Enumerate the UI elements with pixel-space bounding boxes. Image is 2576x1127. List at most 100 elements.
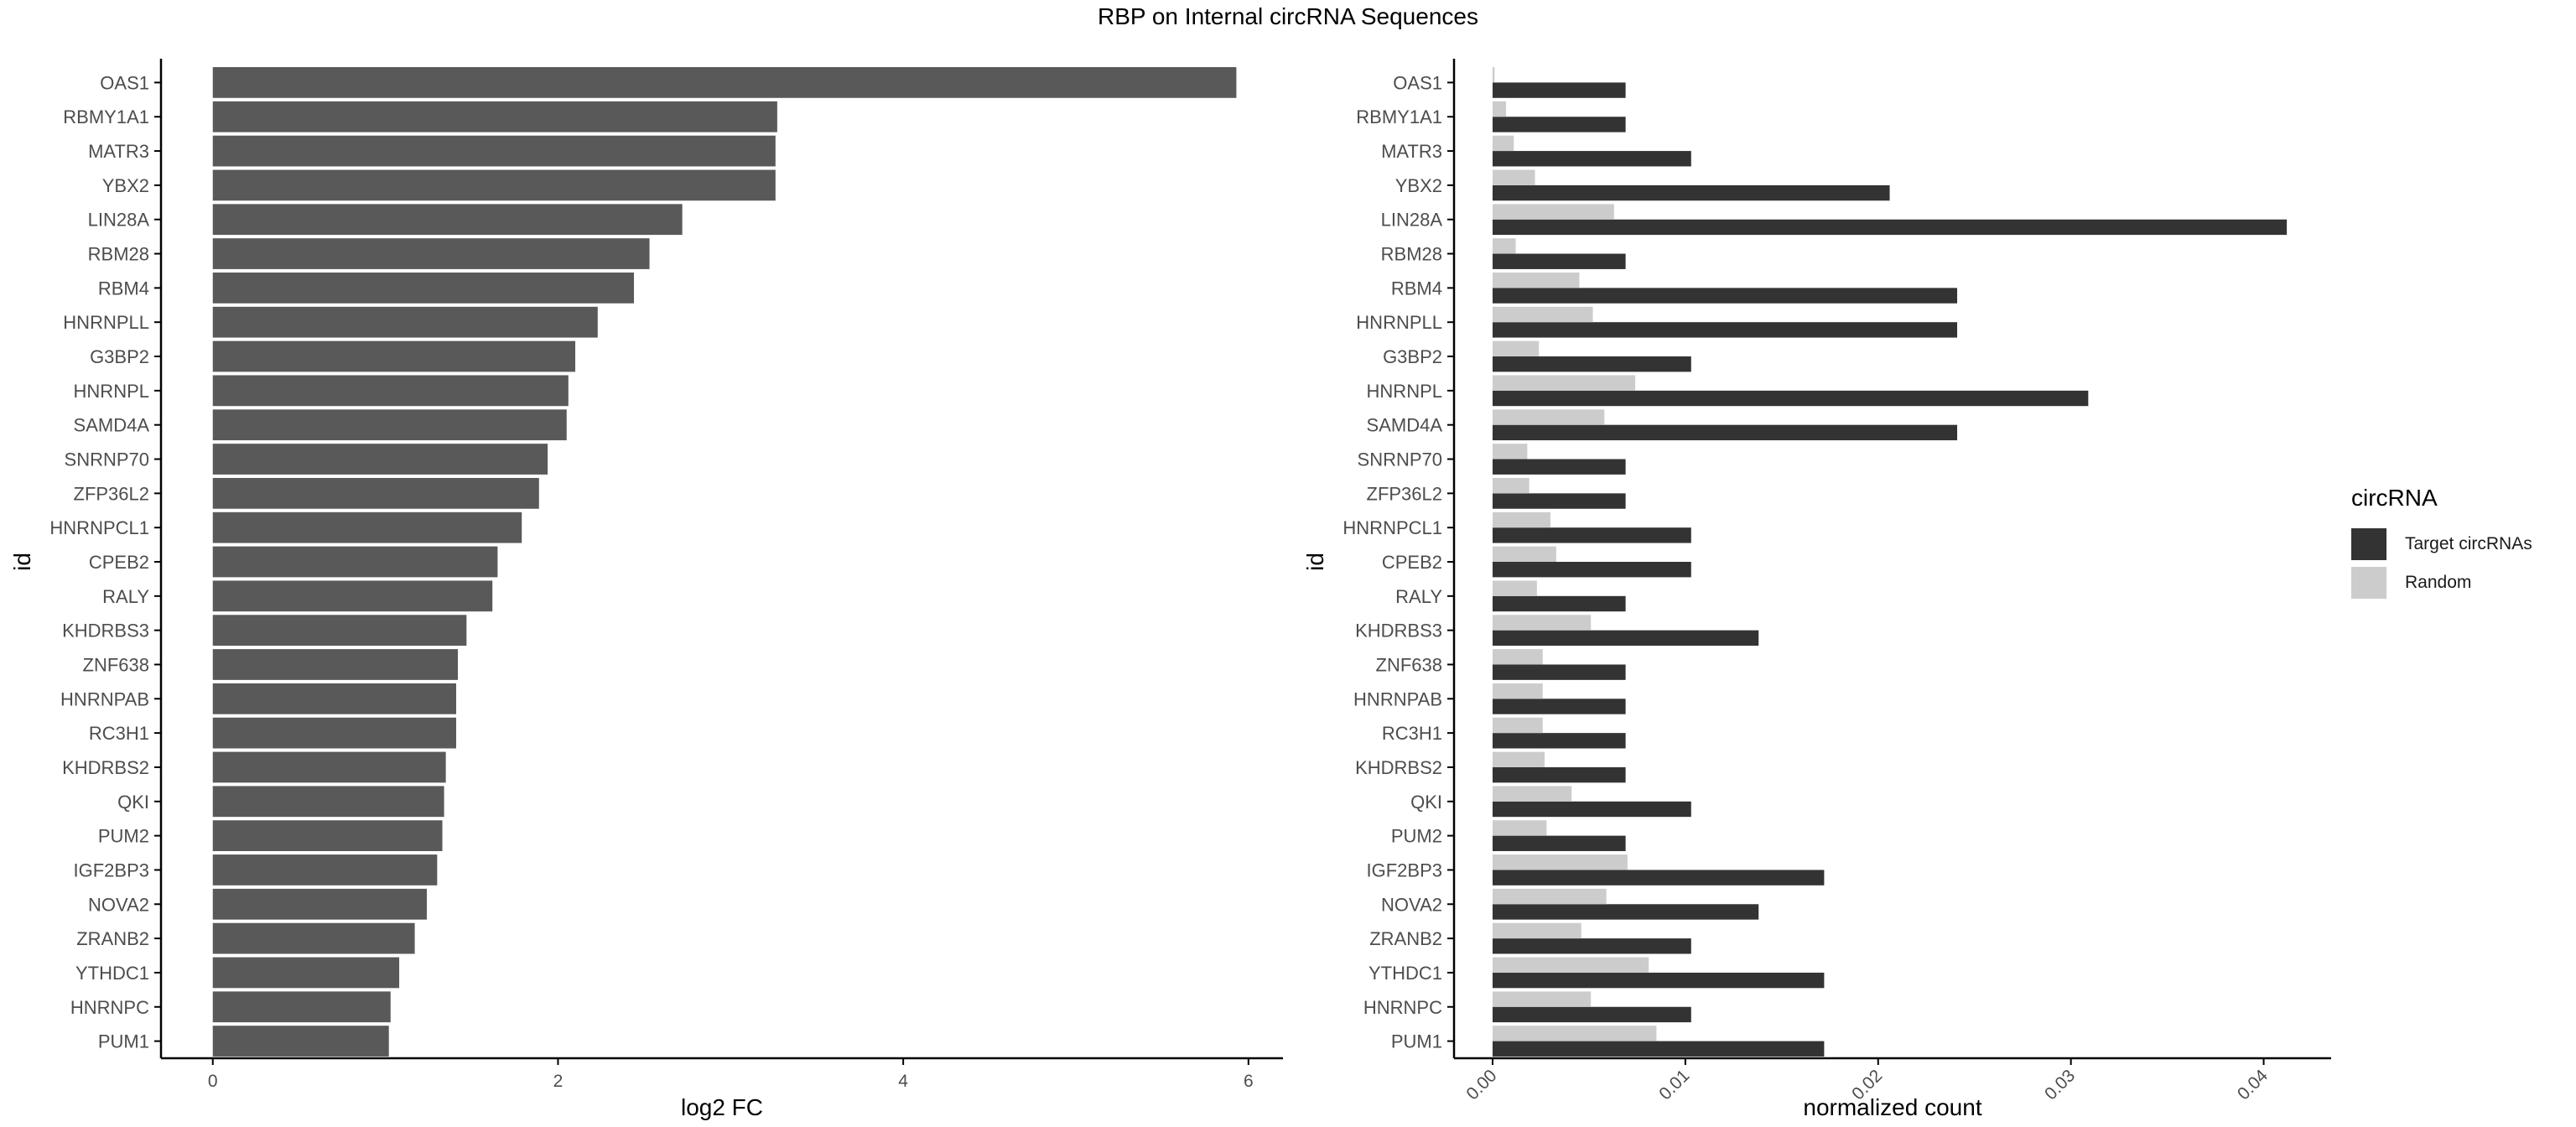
p1-bar-random-22 — [1492, 820, 1547, 836]
p1-category-label-10: SAMD4A — [1367, 415, 1443, 436]
p1-bar-target-3 — [1492, 184, 1890, 201]
p1-category-label-17: ZNF638 — [1376, 654, 1442, 675]
p0-bar-16 — [212, 615, 467, 647]
p0-bar-19 — [212, 717, 456, 749]
p1-bar-random-7 — [1492, 306, 1593, 323]
p0-category-label-26: YTHDC1 — [75, 963, 149, 984]
p1-category-label-7: HNRNPLL — [1356, 312, 1442, 333]
p0-category-label-19: RC3H1 — [89, 723, 149, 744]
p1-bar-random-23 — [1492, 854, 1628, 870]
p1-category-label-19: RC3H1 — [1382, 723, 1442, 744]
p0-bar-26 — [212, 957, 400, 989]
p1-category-label-2: MATR3 — [1381, 141, 1442, 162]
legend-key-random — [2351, 567, 2386, 599]
p0-xtick-label-1: 2 — [553, 1072, 564, 1091]
p1-bar-target-8 — [1492, 356, 1691, 372]
p0-category-label-13: HNRNPCL1 — [49, 517, 149, 538]
p1-bar-random-19 — [1492, 717, 1543, 734]
p0-category-label-28: PUM1 — [98, 1031, 149, 1052]
p0-category-label-5: RBM28 — [88, 244, 149, 265]
p1-bar-target-25 — [1492, 938, 1691, 954]
p1-category-label-18: HNRNPAB — [1353, 688, 1442, 709]
p1-xtick-label-1: 0.01 — [1655, 1066, 1693, 1104]
p0-category-label-8: G3BP2 — [90, 346, 149, 367]
p1-category-label-15: RALY — [1395, 586, 1442, 607]
p1-bar-random-18 — [1492, 683, 1543, 699]
p0-bar-11 — [212, 444, 548, 475]
legend-item-target: Target circRNAs — [2351, 527, 2532, 562]
p1-bar-random-24 — [1492, 888, 1607, 905]
p0-bar-22 — [212, 820, 443, 851]
p1-category-label-4: LIN28A — [1381, 210, 1443, 231]
p0-bar-12 — [212, 477, 539, 509]
p1-xtick-label-0: 0.00 — [1462, 1066, 1500, 1104]
p0-category-label-9: HNRNPL — [74, 381, 149, 402]
p1-bar-random-9 — [1492, 375, 1636, 391]
p1-bar-random-20 — [1492, 751, 1545, 767]
legend-label-target: Target circRNAs — [2405, 534, 2532, 553]
p1-bar-target-18 — [1492, 699, 1626, 714]
p1-category-label-26: YTHDC1 — [1368, 963, 1442, 984]
p0-bar-17 — [212, 649, 459, 680]
p0-category-label-2: MATR3 — [88, 141, 149, 162]
p1-bar-target-23 — [1492, 870, 1825, 886]
p0-category-label-15: RALY — [102, 586, 149, 607]
p1-bar-target-20 — [1492, 766, 1626, 783]
p0-category-label-16: KHDRBS3 — [62, 621, 149, 641]
legend-label-random: Random — [2405, 573, 2472, 592]
p1-category-label-6: RBM4 — [1391, 278, 1442, 299]
p0-bar-2 — [212, 135, 776, 167]
p0-bar-15 — [212, 580, 493, 612]
p1-bar-target-19 — [1492, 733, 1626, 749]
p1-bar-target-26 — [1492, 972, 1825, 989]
p0-bar-8 — [212, 340, 576, 372]
p0-bar-4 — [212, 204, 683, 236]
p1-bar-random-28 — [1492, 1026, 1657, 1041]
p1-bar-target-0 — [1492, 82, 1626, 98]
legend-title: circRNA — [2351, 485, 2438, 511]
p1-bar-target-17 — [1492, 664, 1626, 680]
p0-category-label-7: HNRNPLL — [63, 312, 149, 333]
p1-bar-random-4 — [1492, 204, 1614, 220]
p0-bar-10 — [212, 409, 567, 441]
p0-category-label-12: ZFP36L2 — [74, 483, 150, 504]
p0-category-label-1: RBMY1A1 — [63, 106, 149, 127]
p0-category-label-22: PUM2 — [98, 826, 149, 847]
p0-category-label-3: YBX2 — [102, 175, 149, 196]
p0-bar-1 — [212, 101, 777, 132]
p1-bar-target-2 — [1492, 151, 1691, 167]
p1-bar-target-1 — [1492, 117, 1626, 132]
p1-category-label-8: G3BP2 — [1383, 346, 1442, 367]
p0-bar-14 — [212, 546, 498, 578]
p0-category-label-10: SAMD4A — [74, 415, 150, 436]
p1-bar-target-9 — [1492, 390, 2089, 407]
p1-bar-random-15 — [1492, 580, 1537, 596]
p1-bar-random-21 — [1492, 786, 1572, 802]
p0-category-label-18: HNRNPAB — [60, 688, 149, 709]
p1-bar-target-21 — [1492, 801, 1691, 818]
p1-bar-target-28 — [1492, 1041, 1825, 1057]
p0-xtick-label-3: 6 — [1244, 1072, 1254, 1091]
p1-bar-random-26 — [1492, 957, 1649, 973]
p1-bar-random-27 — [1492, 991, 1592, 1007]
p0-category-label-23: IGF2BP3 — [74, 860, 149, 880]
figure-title: RBP on Internal circRNA Sequences — [1098, 3, 1478, 29]
p1-category-label-21: QKI — [1410, 792, 1442, 813]
p1-bar-target-11 — [1492, 459, 1626, 475]
p0-category-label-24: NOVA2 — [88, 894, 149, 915]
p1-bar-random-5 — [1492, 238, 1516, 254]
legend: circRNA Target circRNAs Random — [2351, 485, 2532, 604]
p1-category-label-27: HNRNPC — [1363, 997, 1442, 1018]
p1-bar-target-4 — [1492, 219, 2288, 236]
p0-bar-20 — [212, 751, 446, 783]
p1-bar-target-14 — [1492, 562, 1691, 578]
p0-category-label-20: KHDRBS2 — [62, 757, 149, 778]
p1-category-label-14: CPEB2 — [1382, 552, 1442, 573]
p0-category-label-0: OAS1 — [100, 72, 149, 93]
p1-y-axis-title: id — [1302, 553, 1328, 571]
p1-bar-target-5 — [1492, 253, 1626, 269]
p0-bar-3 — [212, 169, 776, 201]
p0-bar-0 — [212, 67, 1237, 98]
